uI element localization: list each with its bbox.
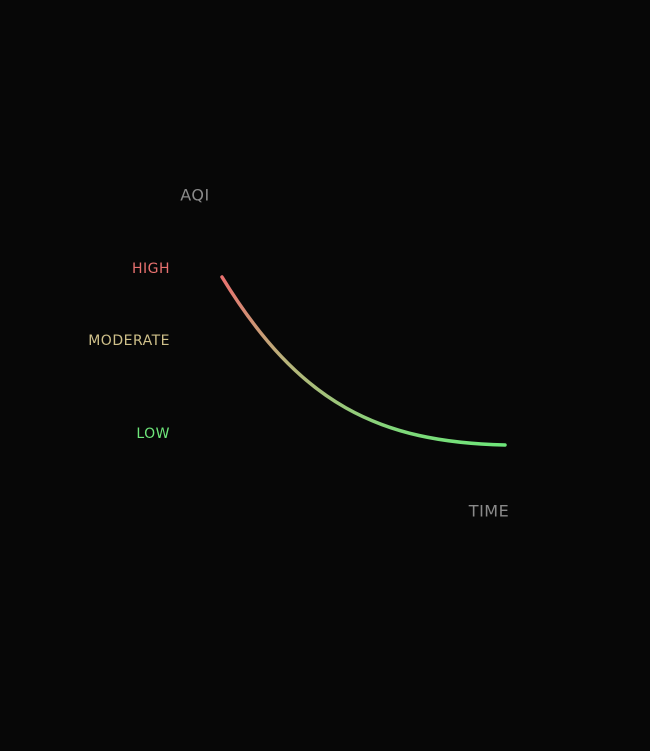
level-label: HIGH xyxy=(132,261,170,277)
y-axis-label: AQI xyxy=(180,186,209,205)
levels: HIGH MODERATE LOW xyxy=(88,261,552,446)
level-label: LOW xyxy=(136,426,170,442)
aqi-curve xyxy=(220,275,507,447)
level-label: MODERATE xyxy=(88,333,170,349)
x-axis-label: TIME xyxy=(468,502,509,521)
